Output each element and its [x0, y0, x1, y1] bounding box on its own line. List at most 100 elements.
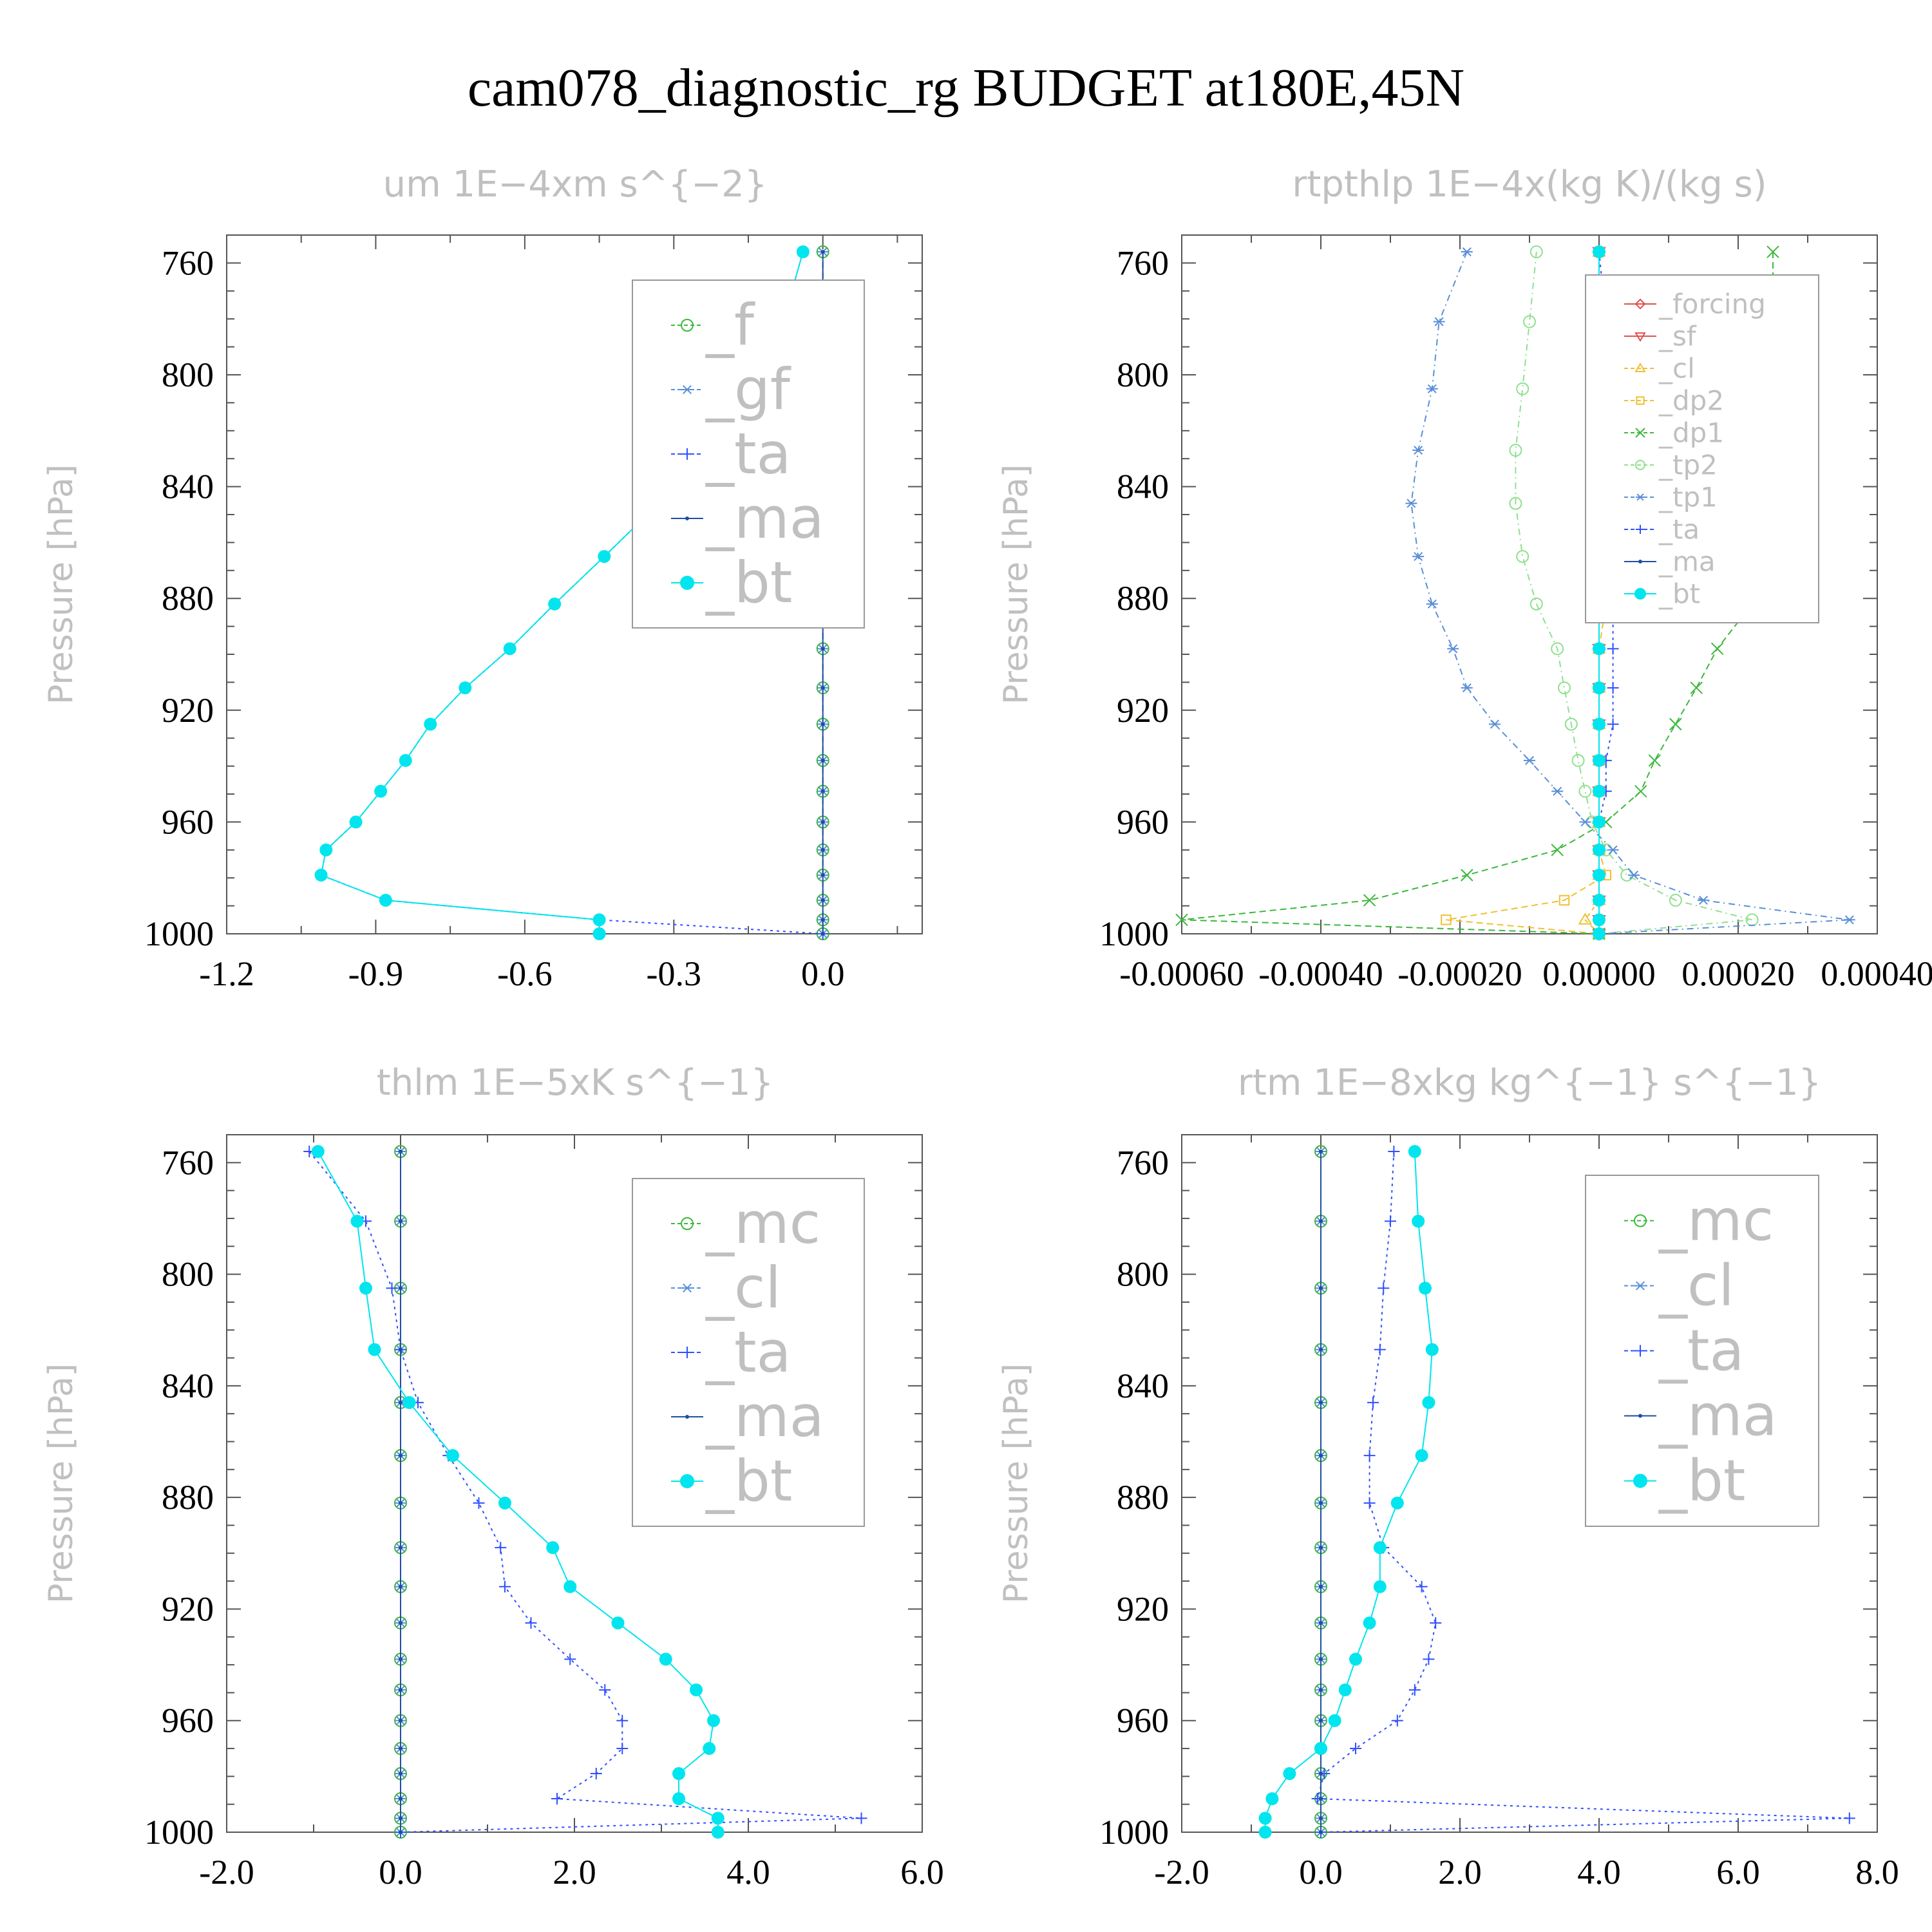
- legend-entry: _tp2: [1624, 449, 1718, 480]
- data-point: [1530, 597, 1543, 611]
- legend-entry: _gf: [671, 356, 791, 422]
- data-point: [1593, 642, 1605, 656]
- legend-label: _ma: [1658, 1382, 1777, 1448]
- panel-title: rtpthlp 1E−4x(kg K)/(kg s): [1292, 164, 1766, 205]
- data-point: [672, 1792, 685, 1806]
- y-axis-label: Pressure [hPa]: [997, 1363, 1036, 1604]
- data-point: [546, 1541, 560, 1555]
- y-tick-label: 840: [162, 468, 214, 506]
- x-tick-label: 8.0: [1855, 1853, 1899, 1891]
- data-point: [820, 873, 825, 877]
- data-point: [690, 1683, 703, 1697]
- figure-title: cam078_diagnostic_rg BUDGET at180E,45N: [467, 58, 1465, 118]
- data-point: [616, 1743, 629, 1755]
- data-point: [1319, 1286, 1323, 1291]
- x-tick-label: 0.00000: [1542, 954, 1656, 993]
- chart-panel-4: rtm 1E−8xkg kg^{−1} s^{−1} Pressure [hPa]…: [997, 1062, 1899, 1891]
- data-point: [1319, 1688, 1323, 1692]
- data-point: [1433, 317, 1445, 327]
- x-tick-label: -0.00060: [1119, 954, 1244, 993]
- data-point: [1571, 753, 1585, 767]
- data-point: [820, 918, 825, 922]
- y-tick-label: 960: [1117, 1701, 1169, 1740]
- data-point: [1461, 247, 1473, 257]
- data-point: [495, 1542, 507, 1554]
- x-tick-label: -0.6: [497, 954, 552, 993]
- data-point: [1593, 815, 1605, 829]
- data-point: [820, 932, 825, 936]
- data-point: [1378, 1282, 1390, 1294]
- legend-label: _ta: [705, 1319, 791, 1385]
- data-point: [1265, 1792, 1279, 1806]
- panel-title: thlm 1E−5xK s^{−1}: [377, 1062, 774, 1104]
- data-point: [564, 1580, 577, 1593]
- data-point: [820, 722, 825, 726]
- legend-label: _ta: [705, 421, 791, 487]
- x-tick-label: -0.9: [348, 954, 403, 993]
- data-point: [1509, 497, 1522, 510]
- series-ma: [399, 1149, 402, 1834]
- data-point: [1319, 1816, 1323, 1821]
- x-tick-label: 6.0: [900, 1853, 944, 1891]
- data-point: [399, 1347, 402, 1352]
- legend-label: _f: [705, 292, 755, 358]
- legend-label: _dp1: [1658, 417, 1724, 448]
- data-point: [820, 686, 825, 690]
- legend-entry: _cl: [1624, 1252, 1734, 1318]
- legend-label: _bt: [705, 1448, 792, 1514]
- data-point: [1426, 599, 1438, 609]
- data-point: [1489, 719, 1501, 729]
- data-point: [1593, 753, 1605, 767]
- data-point: [1648, 754, 1662, 767]
- data-point: [379, 893, 392, 907]
- series-line: [308, 1151, 862, 1833]
- data-point: [855, 1812, 867, 1824]
- x-tick-label: 0.0: [1299, 1853, 1343, 1891]
- y-tick-label: 800: [1117, 1255, 1169, 1294]
- data-point: [1698, 895, 1709, 905]
- legend-entry: _ma: [1624, 1382, 1777, 1448]
- data-point: [1319, 1546, 1323, 1550]
- data-point: [399, 1501, 402, 1505]
- data-point: [1423, 1653, 1435, 1665]
- legend: _forcing_sf_cl_dp2_dp1_tp2_tp1_ta_ma_bt: [1585, 274, 1819, 623]
- x-tick-label: 0.0: [379, 1853, 422, 1891]
- data-point: [1607, 718, 1619, 730]
- data-point: [1363, 894, 1376, 907]
- legend-entry: _bt: [671, 549, 792, 616]
- data-point: [1447, 644, 1459, 654]
- data-point: [399, 1400, 402, 1405]
- data-point: [820, 898, 825, 902]
- data-point: [1593, 913, 1605, 927]
- legend-label: _tp2: [1658, 449, 1718, 480]
- data-point: [703, 1742, 716, 1756]
- x-tick-label: -2.0: [1154, 1853, 1209, 1891]
- data-point: [1669, 893, 1682, 907]
- legend: _f_gf_ta_ma_bt: [632, 279, 865, 629]
- data-point: [1593, 927, 1605, 940]
- x-tick-label: 4.0: [1577, 1853, 1621, 1891]
- series-tp1: [1405, 247, 1855, 939]
- data-point: [399, 1286, 402, 1291]
- x-tick-label: -1.2: [199, 954, 254, 993]
- data-point: [399, 1219, 402, 1224]
- y-tick-label: 920: [162, 691, 214, 730]
- data-point: [402, 1396, 416, 1409]
- legend-label: _sf: [1658, 320, 1697, 352]
- legend: _mc_cl_ta_ma_bt: [1585, 1175, 1819, 1527]
- data-point: [350, 1215, 364, 1228]
- legend-entry: _ta: [1624, 1317, 1744, 1383]
- data-point: [1319, 1454, 1323, 1458]
- data-point: [1283, 1767, 1296, 1781]
- y-tick-label: 880: [1117, 1478, 1169, 1517]
- data-point: [446, 1449, 459, 1463]
- legend-label: _gf: [705, 356, 791, 422]
- y-axis-label: Pressure [hPa]: [42, 464, 80, 705]
- legend-label: _ma: [1658, 545, 1716, 577]
- x-tick-label: 6.0: [1716, 1853, 1760, 1891]
- legend-entry: _mc: [671, 1190, 820, 1256]
- legend-label: _mc: [1658, 1187, 1774, 1253]
- legend-label: _cl: [1658, 352, 1695, 384]
- data-point: [311, 1144, 325, 1158]
- x-tick-label: -0.00040: [1258, 954, 1383, 993]
